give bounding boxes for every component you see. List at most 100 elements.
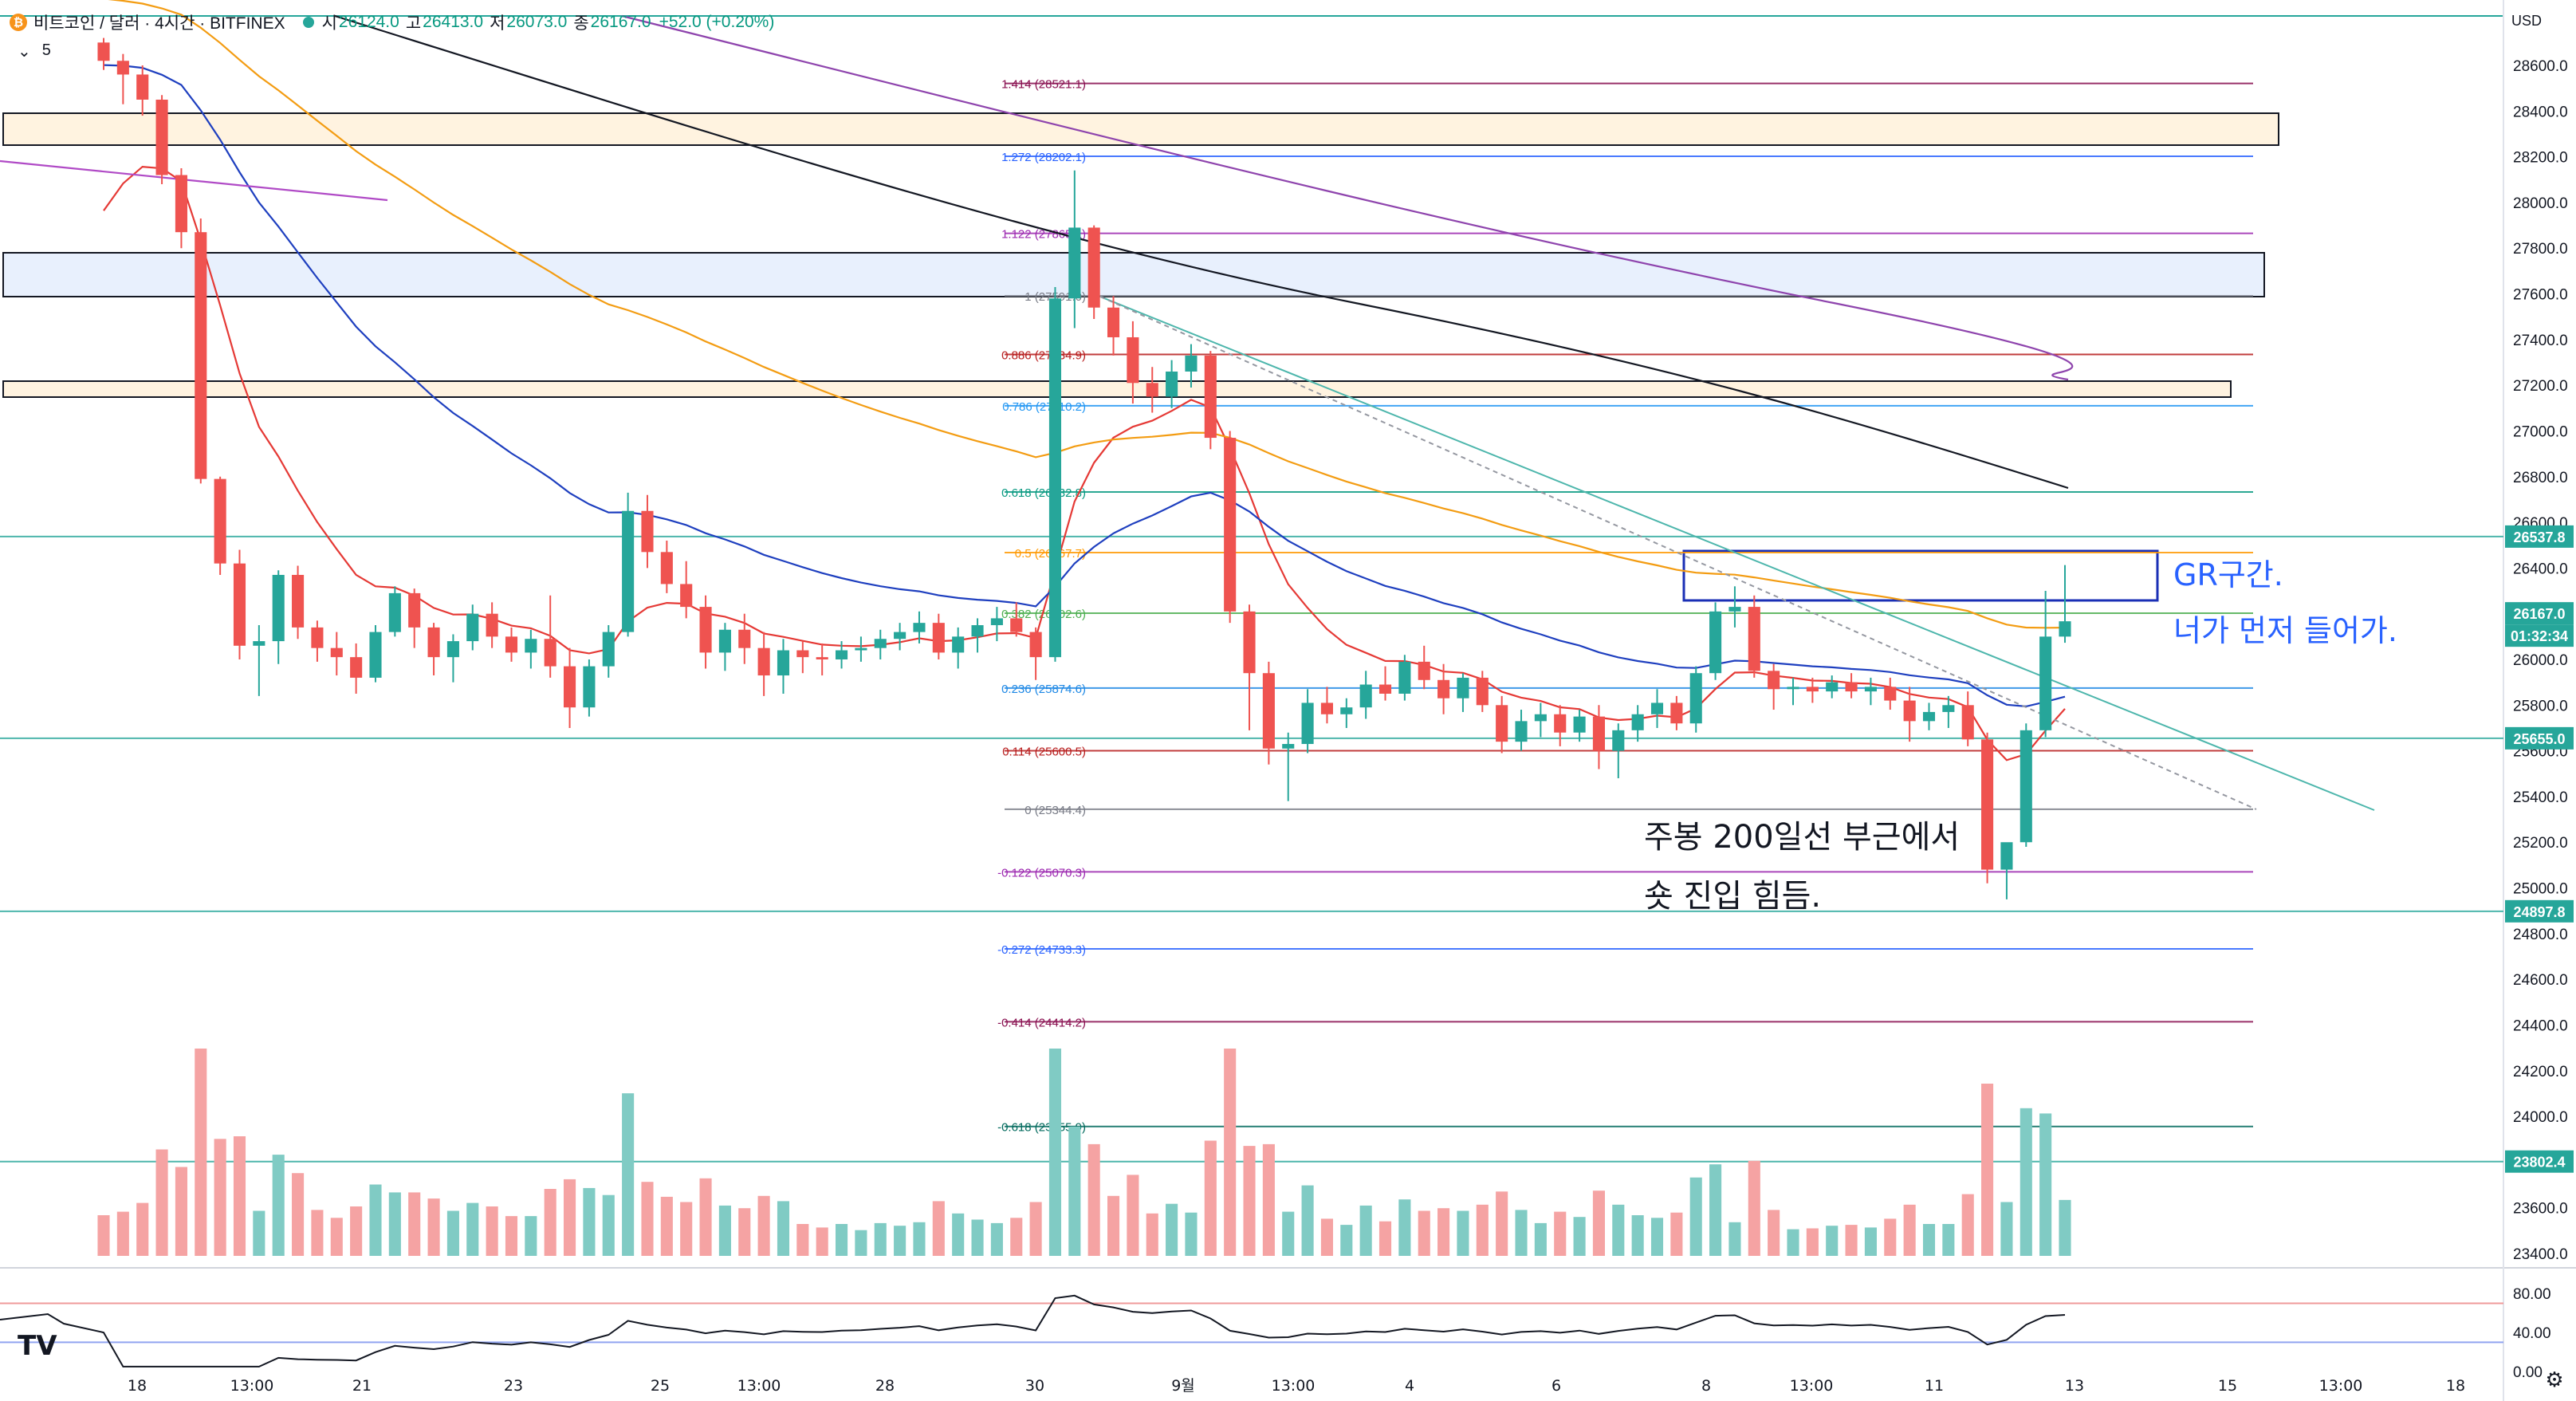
candle-body-7 <box>233 563 246 646</box>
fib-label-4: 0.886 (27334.9) <box>1001 348 1086 362</box>
candle-body-9 <box>272 574 285 642</box>
candle-body-31 <box>699 607 712 653</box>
volume-bar-49 <box>1048 1049 1062 1256</box>
volume-bar-94 <box>1922 1224 1936 1256</box>
gr-zone-box <box>1682 549 2159 602</box>
candle-body-77 <box>1592 716 1605 751</box>
candle-body-87 <box>1787 687 1799 690</box>
volume-bar-45 <box>971 1219 984 1256</box>
volume-bar-56 <box>1185 1212 1198 1256</box>
price-badge-1 <box>2505 602 2574 625</box>
volume-bar-61 <box>1282 1211 1295 1256</box>
candle-body-61 <box>1282 744 1295 749</box>
candle-body-74 <box>1534 714 1547 722</box>
candle-body-68 <box>1418 661 1430 680</box>
candle-body-13 <box>350 657 363 678</box>
candle-body-67 <box>1398 661 1411 694</box>
volume-bar-9 <box>272 1155 285 1256</box>
y-tick-17: 25200.0 <box>2513 835 2568 852</box>
volume-bar-51 <box>1087 1143 1100 1256</box>
volume-bar-15 <box>388 1192 401 1256</box>
x-tick-2: 21 <box>352 1377 372 1395</box>
y-tick-5: 27600.0 <box>2513 287 2568 304</box>
price-badge-4 <box>2505 899 2574 923</box>
gear-icon[interactable]: ⚙ <box>2545 1368 2564 1391</box>
y-tick-6: 27400.0 <box>2513 333 2568 349</box>
candle-body-4 <box>175 175 187 233</box>
volume-bar-58 <box>1224 1049 1237 1256</box>
y-tick-19: 24800.0 <box>2513 927 2568 943</box>
candle-body-30 <box>680 584 693 608</box>
candle-body-21 <box>505 636 518 653</box>
trend-line-teal <box>1099 296 2375 811</box>
volume-bar-29 <box>660 1196 673 1256</box>
volume-bar-47 <box>1010 1218 1023 1256</box>
high-label: 고 <box>405 14 422 33</box>
fib-label-10: 0.114 (25600.5) <box>1002 745 1086 758</box>
x-tick-1: 13:00 <box>230 1377 274 1395</box>
volume-bar-79 <box>1631 1215 1644 1256</box>
annotation-weekly: 주봉 200일선 부근에서 <box>1644 819 1960 856</box>
fib-label-13: -0.272 (24733.3) <box>997 943 1086 957</box>
price-badge-5 <box>2505 1150 2574 1173</box>
candle-body-101 <box>2059 621 2071 637</box>
candle-body-51 <box>1087 227 1100 308</box>
x-tick-12: 8 <box>1701 1377 1711 1395</box>
volume-bar-6 <box>214 1139 226 1256</box>
ma-black-line <box>334 14 2069 490</box>
zone-box-3 <box>2 380 2232 398</box>
y-tick-26: 23400.0 <box>2513 1246 2568 1263</box>
y-tick-11: 26400.0 <box>2513 561 2568 577</box>
y-tick-9: 26800.0 <box>2513 470 2568 486</box>
volume-bar-26 <box>602 1194 615 1256</box>
zone-box-1 <box>2 112 2279 146</box>
tradingview-logo[interactable]: TV <box>18 1330 57 1362</box>
price-badge-text-2: 01:32:34 <box>2511 628 2568 644</box>
y-tick-8: 27000.0 <box>2513 423 2568 440</box>
volume-bar-33 <box>738 1208 751 1256</box>
candle-body-56 <box>1185 355 1198 372</box>
volume-bar-85 <box>1748 1160 1760 1256</box>
ma-red-line <box>103 165 2066 761</box>
y-tick-25: 23600.0 <box>2513 1201 2568 1218</box>
volume-bar-92 <box>1884 1218 1897 1256</box>
volume-bar-101 <box>2059 1199 2071 1256</box>
volume-bar-84 <box>1728 1222 1741 1256</box>
fib-label-15: -0.618 (23955.9) <box>997 1121 1086 1135</box>
volume-bar-62 <box>1301 1185 1314 1256</box>
volume-bar-64 <box>1340 1225 1353 1256</box>
volume-bar-23 <box>544 1189 556 1256</box>
fib-label-1: 1.272 (28202.1) <box>1001 151 1086 164</box>
x-tick-6: 28 <box>875 1377 895 1395</box>
candle-body-10 <box>292 574 305 628</box>
candle-body-54 <box>1146 383 1158 397</box>
y-tick-16: 25400.0 <box>2513 789 2568 806</box>
candle-body-36 <box>796 650 809 658</box>
currency-label[interactable]: USD <box>2511 13 2543 29</box>
volume-bar-75 <box>1554 1211 1567 1256</box>
volume-bar-73 <box>1515 1210 1528 1256</box>
chevron-down-icon[interactable]: ⌄ <box>18 43 31 61</box>
volume-bar-21 <box>505 1216 518 1256</box>
bitcoin-icon: ₿ <box>10 14 27 31</box>
candle-body-16 <box>408 592 421 628</box>
candle-body-59 <box>1243 611 1256 674</box>
volume-bar-100 <box>2039 1113 2052 1256</box>
rsi-tick-2: 0.00 <box>2513 1364 2543 1381</box>
volume-bar-83 <box>1709 1164 1722 1256</box>
volume-bar-18 <box>446 1210 459 1256</box>
fib-label-5: 0.786 (27110.2) <box>1002 400 1086 414</box>
candle-body-85 <box>1748 607 1760 671</box>
volume-bar-52 <box>1107 1195 1120 1256</box>
volume-bar-27 <box>622 1093 635 1256</box>
volume-bar-60 <box>1262 1143 1275 1256</box>
symbol-title[interactable]: 비트코인 / 달러 · 4시간 · BITFINEX <box>33 14 285 33</box>
volume-bar-71 <box>1476 1204 1489 1256</box>
candle-body-8 <box>253 641 265 646</box>
candle-body-22 <box>525 639 537 653</box>
fib-label-12: -0.122 (25070.3) <box>997 866 1086 880</box>
y-tick-20: 24600.0 <box>2513 972 2568 989</box>
fib-label-2: 1.122 (27865.1) <box>1001 228 1086 242</box>
ma-purple-line <box>621 14 2074 381</box>
